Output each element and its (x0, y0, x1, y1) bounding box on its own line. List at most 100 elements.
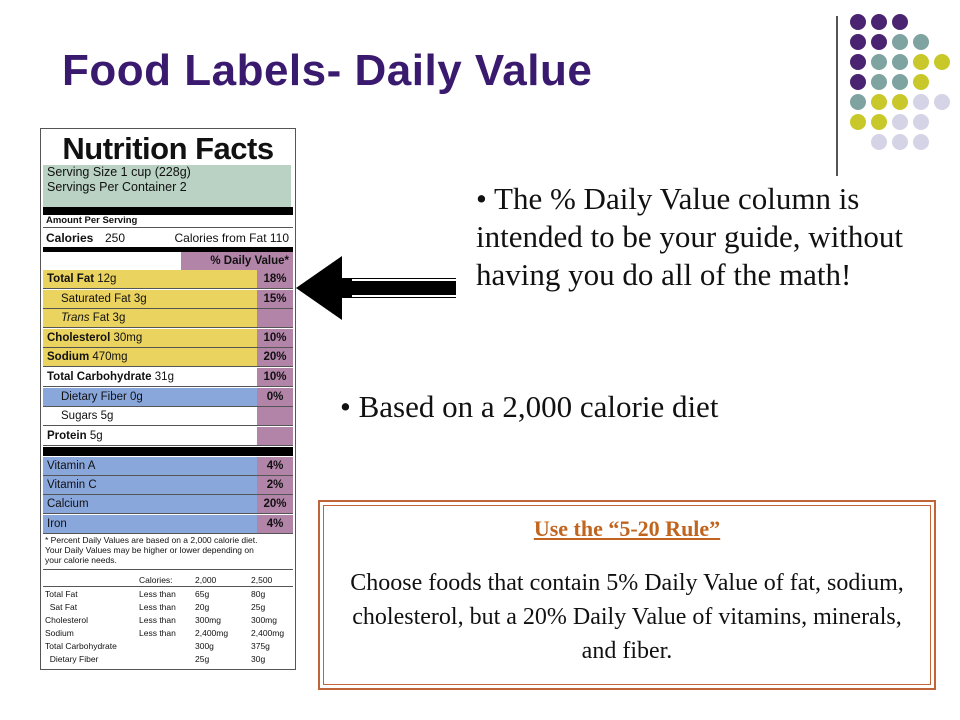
nutrient-label: Cholesterol 30mg (47, 329, 142, 348)
dv-table-cell: 300mg (195, 615, 221, 625)
calories-value: 250 (105, 231, 126, 245)
decor-dot (850, 34, 866, 50)
calories-row: Calories 250 Calories from Fat 110 (43, 227, 293, 248)
nutrient-row: Sugars 5g (43, 407, 293, 427)
dv-table-cell: 25g (195, 654, 210, 664)
nutrient-name: Protein (47, 429, 87, 442)
decor-dot (934, 54, 950, 70)
nutrient-name: Total Fat (47, 273, 95, 285)
decor-dot (913, 74, 929, 90)
nutrient-name: Saturated Fat (61, 292, 131, 305)
vitamin-percent: 2% (257, 476, 293, 495)
decor-dot (913, 134, 929, 150)
decor-dot (913, 54, 929, 70)
calories-from-fat: Calories from Fat 110 (174, 231, 290, 245)
dv-table-header: Calories: (139, 575, 173, 585)
nutrient-amount: 0g (126, 390, 143, 403)
rule-body: Choose foods that contain 5% Daily Value… (350, 570, 904, 664)
dv-table-header: 2,000 (195, 575, 217, 585)
dv-table-cell: 2,400mg (251, 628, 285, 638)
decor-divider (836, 16, 838, 176)
nutrient-label: Sodium 470mg (47, 348, 128, 367)
decor-dot (892, 54, 908, 70)
nutrient-amount: 5g (86, 429, 103, 442)
rule-box-inner-border (323, 505, 931, 685)
rule-heading: Use the “5-20 Rule” (533, 516, 721, 541)
nutrient-row: Trans Fat 3g (43, 309, 293, 329)
dv-table-cell: Less than (139, 602, 176, 612)
decor-dot (913, 94, 929, 110)
vitamin-row: Vitamin A 4% (43, 457, 293, 476)
decor-dot (892, 14, 908, 30)
vitamin-row: Iron 4% (43, 514, 293, 534)
dv-table-cell: 20g (195, 602, 210, 612)
amount-per-serving: Amount Per Serving (46, 215, 138, 226)
nutrient-amount: 5g (97, 410, 114, 423)
decor-dot (913, 114, 929, 130)
daily-value-header: % Daily Value* (181, 252, 293, 270)
nutrient-amount: 470mg (89, 351, 128, 364)
nutrient-row: Total Carbohydrate 31g 10% (43, 368, 293, 387)
decor-dot (871, 74, 887, 90)
vitamin-name: Vitamin C (47, 479, 97, 492)
slide-title: Food Labels- Daily Value (62, 46, 593, 95)
footnote-line: your calorie needs. (45, 555, 117, 565)
vitamin-percent: 4% (257, 457, 293, 475)
nutrient-percent: 20% (257, 348, 293, 367)
vitamin-percent: 4% (257, 514, 293, 533)
decor-dot (850, 114, 866, 130)
dv-table-cell: 30g (251, 654, 266, 664)
bullet-daily-value-guide: • The % Daily Value column is intended t… (476, 181, 904, 292)
decor-dot (892, 34, 908, 50)
nutrient-percent: 0% (257, 387, 293, 406)
decor-dot (892, 134, 908, 150)
decor-dot (850, 94, 866, 110)
decor-dot (850, 54, 866, 70)
dv-table-cell: Cholesterol (45, 615, 88, 625)
nutrient-percent (257, 426, 293, 445)
nutrient-label: Sugars 5g (61, 407, 113, 426)
vitamin-row: Vitamin C 2% (43, 476, 293, 496)
dv-table-cell: Less than (139, 589, 176, 599)
decor-dot (850, 14, 866, 30)
decor-dot (892, 114, 908, 130)
dv-table-cell: 25g (251, 602, 266, 612)
vitamin-percent: 20% (257, 495, 293, 514)
dv-table-cell: Dietary Fiber (45, 654, 99, 664)
label-divider (43, 586, 293, 587)
vitamin-row: Calcium 20% (43, 495, 293, 515)
nutrient-name: Trans (61, 312, 90, 325)
serving-info: Serving Size 1 cup (228g) Servings Per C… (43, 165, 291, 207)
nutrient-percent (257, 309, 293, 328)
nutrient-percent: 10% (257, 328, 293, 347)
decor-dot (892, 94, 908, 110)
decor-dot (913, 34, 929, 50)
decor-dot (871, 114, 887, 130)
decor-dot (892, 74, 908, 90)
nutrient-row: Total Fat 12g 18% (43, 270, 293, 289)
nutrient-row: Cholesterol 30mg 10% (43, 328, 293, 348)
bullet-calorie-diet: • Based on a 2,000 calorie diet (340, 389, 719, 424)
dv-table-cell: Sodium (45, 628, 74, 638)
dv-table-cell: 65g (195, 589, 210, 599)
decor-dot (871, 34, 887, 50)
nutrient-label: Dietary Fiber 0g (61, 388, 143, 407)
label-divider (43, 207, 293, 215)
footnote-line: * Percent Daily Values are based on a 2,… (45, 535, 258, 545)
nutrient-name: Sugars (61, 410, 98, 423)
dv-table-cell: Less than (139, 615, 176, 625)
vitamin-name: Vitamin A (47, 460, 96, 472)
dv-table-cell: Total Fat (45, 589, 78, 599)
nutrient-row: Saturated Fat 3g 15% (43, 289, 293, 309)
nutrient-name: Cholesterol (47, 331, 111, 344)
decor-dot (934, 94, 950, 110)
dv-table-cell: Total Carbohydrate (45, 641, 117, 651)
dv-table-cell: Less than (139, 628, 176, 638)
nutrient-amount: 12g (94, 273, 117, 285)
dv-table-cell: Sat Fat (45, 602, 78, 612)
nutrient-percent: 18% (257, 270, 293, 288)
dv-table-cell: 300g (195, 641, 214, 651)
nutrient-amount: 31g (151, 371, 174, 383)
label-divider (43, 247, 293, 252)
label-title: Nutrition Facts (62, 131, 274, 166)
